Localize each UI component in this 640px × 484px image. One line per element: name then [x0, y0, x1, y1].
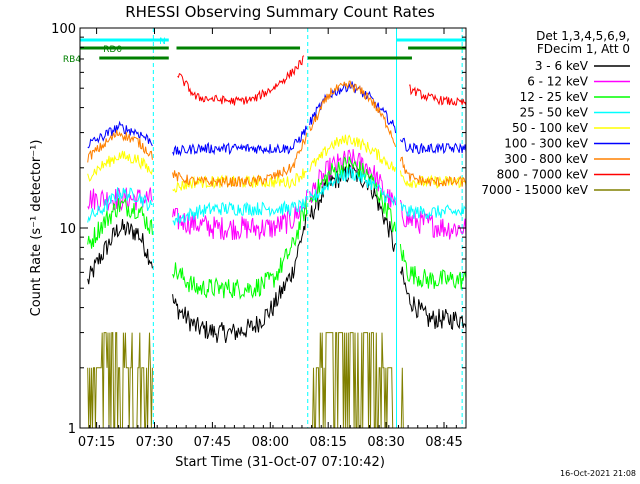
legend-header-line-2: FDecim 1, Att 0	[537, 42, 630, 56]
legend-label-8: 7000 - 15000 keV	[481, 183, 588, 197]
x-axis-label: Start Time (31-Oct-07 07:10:42)	[175, 455, 385, 470]
legend-label-6: 300 - 800 keV	[504, 152, 588, 166]
series-line-0	[87, 162, 467, 343]
series-2	[87, 156, 467, 300]
x-tick-label-3: 08:00	[252, 435, 289, 450]
legend-label-1: 6 - 12 keV	[527, 75, 589, 89]
legend-label-5: 100 - 300 keV	[504, 137, 588, 151]
legend-label-0: 3 - 6 keV	[535, 59, 589, 73]
legend-header-line-1: Det 1,3,4,5,6,9,	[536, 29, 630, 43]
x-tick-label-4: 08:15	[309, 435, 346, 450]
x-tick-label-0: 07:15	[78, 435, 115, 450]
flag-label-2: RB4	[63, 55, 81, 65]
x-tick-label-1: 07:30	[136, 435, 173, 450]
series-line-7	[177, 55, 467, 106]
y-axis-label: Count Rate (s⁻¹ detector⁻¹)	[29, 140, 44, 317]
legend-label-2: 12 - 25 keV	[520, 90, 589, 104]
x-tick-label-6: 08:45	[425, 435, 462, 450]
legend-label-4: 50 - 100 keV	[512, 121, 589, 135]
flag-bars: N RD0 RB4	[63, 37, 466, 65]
x-tick-label-2: 07:45	[194, 435, 231, 450]
x-tick-label-5: 08:30	[367, 435, 404, 450]
flag-label-1: RD0	[103, 45, 122, 55]
series-5	[87, 81, 467, 157]
y-tick-label-2: 100	[51, 22, 76, 37]
series-line-5	[87, 81, 467, 157]
plot-area	[79, 28, 467, 429]
legend-label-3: 25 - 50 keV	[520, 106, 589, 120]
chart-title: RHESSI Observing Summary Count Rates	[125, 3, 435, 21]
series-line-2	[87, 156, 467, 300]
series-3	[87, 166, 466, 226]
legend: Det 1,3,4,5,6,9, FDecim 1, Att 0 3 - 6 k…	[481, 29, 630, 197]
y-tick-label-1: 10	[59, 222, 76, 237]
flag-label-0: N	[159, 37, 166, 47]
series-0	[87, 162, 467, 343]
axes: 07:15 07:30 07:45 08:00 08:15 08:30 08:45 1 10 10…	[51, 22, 467, 450]
legend-label-7: 800 - 7000 keV	[497, 168, 589, 182]
y-tick-label-0: 1	[68, 422, 76, 437]
series-line-6	[87, 80, 467, 188]
series-6	[87, 80, 467, 188]
series-line-3	[87, 166, 466, 226]
series-7	[177, 55, 467, 106]
footer-timestamp: 16-Oct-2021 21:08	[560, 469, 636, 478]
